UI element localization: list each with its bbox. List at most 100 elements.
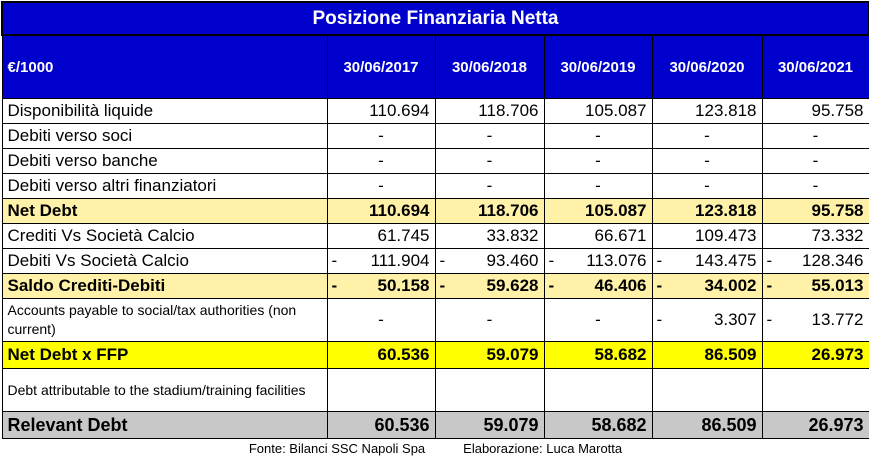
value-cell: - 128.346	[761, 248, 869, 274]
cell-value: -	[378, 151, 384, 170]
value-cell: 86.509	[651, 411, 763, 439]
cell-value: -	[704, 151, 710, 170]
cell-value: 61.745	[377, 226, 430, 245]
cell-value: 60.536	[374, 414, 430, 435]
cell-value: 118.706	[478, 101, 539, 120]
row-relevant-debt: Relevant Debt 60.536 59.079 58.682 86.509 26.…	[1, 411, 869, 439]
value-cell	[761, 368, 869, 412]
date-header: 30/06/2017	[326, 34, 436, 99]
value-cell: - 50.158	[326, 273, 436, 299]
row-disponibilita: Disponibilità liquide 110.694 118.706 105.0…	[1, 98, 869, 124]
value-cell: 33.832	[434, 223, 545, 249]
row-label: Debt attributable to the stadium/trainin…	[1, 368, 328, 412]
value-cell: - 111.904	[326, 248, 436, 274]
value-cell: 60.536	[326, 411, 436, 439]
cell-value: 118.706	[477, 201, 539, 220]
cell-value: 66.671	[594, 226, 647, 245]
negative-sign: -	[439, 251, 446, 270]
cell-value: 13.772	[811, 310, 864, 329]
date-header: 30/06/2021	[761, 34, 869, 99]
cell-value: -	[378, 310, 384, 329]
cell-value: 95.758	[811, 101, 864, 120]
cell-value: -	[812, 151, 819, 170]
value-cell: - 3.307	[651, 298, 763, 342]
value-cell: -	[434, 173, 545, 199]
cell-value: -	[595, 126, 601, 145]
date-header: 30/06/2020	[651, 34, 763, 99]
value-cell: 105.087	[543, 198, 653, 224]
cell-value: 95.758	[811, 201, 864, 220]
value-cell: -	[651, 173, 763, 199]
row-label: Debiti Vs Società Calcio	[1, 248, 328, 274]
row-label: Net Debt x FFP	[1, 341, 328, 369]
cell-value: 59.628	[486, 276, 539, 295]
row-label: Accounts payable to social/tax authoriti…	[1, 298, 328, 342]
value-cell: -	[543, 123, 653, 149]
cell-value: 26.973	[808, 414, 864, 435]
value-cell: -	[434, 123, 545, 149]
negative-sign: -	[766, 251, 773, 270]
value-cell: -	[434, 148, 545, 174]
row-net-debt-ffp: Net Debt x FFP 60.536 59.079 58.682 86.509 26…	[1, 341, 869, 369]
negative-sign: -	[656, 276, 663, 295]
negative-sign: -	[766, 310, 773, 329]
source-note: Fonte: Bilanci SSC Napoli Spa	[248, 440, 426, 456]
value-cell: -	[761, 173, 869, 199]
row-label: Debiti verso soci	[1, 123, 328, 149]
cell-value: -	[812, 176, 819, 195]
header-row: €/1000 30/06/2017 30/06/2018 30/06/2019 …	[1, 34, 869, 99]
value-cell: 61.745	[326, 223, 436, 249]
cell-value: 34.002	[704, 276, 757, 295]
cell-value: 46.406	[594, 276, 647, 295]
value-cell: -	[543, 148, 653, 174]
value-cell: 110.694	[326, 198, 436, 224]
cell-value: 123.818	[695, 201, 757, 220]
value-cell: 95.758	[761, 198, 869, 224]
value-cell: -	[761, 148, 869, 174]
negative-sign: -	[548, 276, 555, 295]
value-cell: - 34.002	[651, 273, 763, 299]
cell-value: -	[378, 176, 384, 195]
value-cell: 110.694	[326, 98, 436, 124]
value-cell: - 46.406	[543, 273, 653, 299]
value-cell: -	[651, 148, 763, 174]
cell-value: 55.013	[811, 276, 864, 295]
value-cell: -	[543, 298, 653, 342]
cell-value: -	[595, 176, 601, 195]
cell-value: 58.682	[591, 414, 647, 435]
cell-value: -	[595, 310, 601, 329]
cell-value: 86.509	[704, 345, 757, 364]
cell-value: -	[812, 126, 819, 145]
value-cell: - 93.460	[434, 248, 545, 274]
financial-position-table: Posizione Finanziaria Netta €/1000 30/06…	[1, 1, 869, 457]
cell-value: 59.079	[486, 345, 539, 364]
value-cell: -	[761, 123, 869, 149]
cell-value: 113.076	[586, 251, 647, 270]
value-cell: 59.079	[434, 341, 545, 369]
value-cell: 86.509	[651, 341, 763, 369]
value-cell	[326, 368, 436, 412]
cell-value: 110.694	[368, 201, 430, 220]
row-label: Disponibilità liquide	[1, 98, 328, 124]
negative-sign: -	[548, 251, 555, 270]
cell-value: 58.682	[594, 345, 647, 364]
row-label: Debiti verso banche	[1, 148, 328, 174]
value-cell: -	[326, 298, 436, 342]
table-title: Posizione Finanziaria Netta	[1, 1, 869, 36]
value-cell: 118.706	[434, 98, 545, 124]
footer-row: Fonte: Bilanci SSC Napoli Spa Elaborazion…	[2, 439, 869, 458]
row-label: Relevant Debt	[1, 411, 328, 439]
row-debiti-banche: Debiti verso banche - - - - -	[1, 148, 869, 174]
cell-value: -	[595, 151, 601, 170]
cell-value: 128.346	[802, 251, 864, 270]
value-cell	[543, 368, 653, 412]
author-note: Elaborazione: Luca Marotta	[463, 440, 623, 456]
cell-value: -	[486, 151, 493, 170]
value-cell: -	[651, 123, 763, 149]
cell-value: 86.509	[701, 414, 757, 435]
row-saldo: Saldo Crediti-Debiti -50.158-59.628-46.40…	[1, 273, 869, 299]
negative-sign: -	[439, 276, 446, 295]
row-label: Crediti Vs Società Calcio	[1, 223, 328, 249]
cell-value: 143.475	[695, 251, 757, 270]
